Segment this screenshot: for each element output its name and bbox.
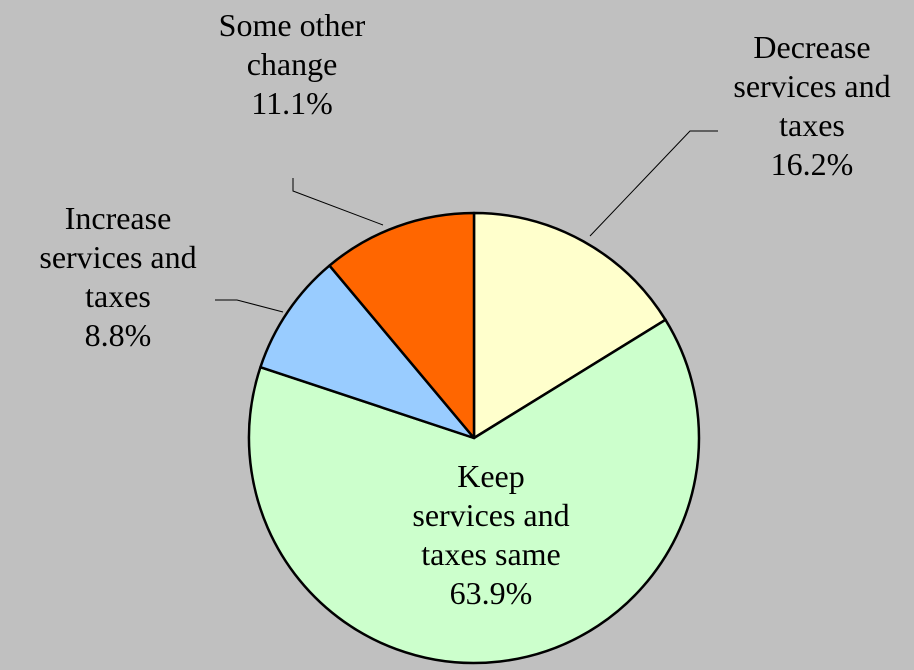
slice-category-label: taxes (779, 107, 845, 143)
slice-category-label: services and (39, 239, 196, 275)
pie-slice-other (328, 211, 476, 440)
slice-labels: Decrease services and taxes 16.2%Keep servic… (39, 7, 890, 611)
slice-category-label: Decrease (753, 29, 870, 65)
slice-label-keep: Keep services and taxes same 63.9% (412, 458, 569, 611)
slice-category-label: taxes same (421, 536, 561, 572)
slice-category-label: change (247, 46, 338, 82)
slice-category-label: taxes (85, 278, 151, 314)
slice-value-label: 8.8% (85, 317, 152, 353)
pie-slice-increase (259, 264, 476, 440)
slice-label-increase: Increase services and taxes 8.8% (39, 200, 196, 353)
slice-category-label: Keep (457, 458, 525, 494)
slice-label-other: Some other change 11.1% (219, 7, 366, 121)
slice-label-decrease: Decrease services and taxes 16.2% (733, 29, 890, 182)
leader-line-other (292, 178, 384, 226)
slice-value-label: 63.9% (450, 575, 533, 611)
slice-category-label: Some other (219, 7, 366, 43)
leader-line-decrease (589, 130, 718, 237)
slice-category-label: Increase (65, 200, 172, 236)
slice-value-label: 11.1% (251, 85, 332, 121)
slice-value-label: 16.2% (771, 146, 854, 182)
pie-slice-decrease (472, 211, 667, 440)
pie-slice-keep (247, 318, 701, 665)
slice-category-label: services and (733, 68, 890, 104)
slice-category-label: services and (412, 497, 569, 533)
leader-line-increase (215, 299, 284, 313)
pie-slices (247, 211, 701, 665)
leader-lines (215, 130, 718, 313)
